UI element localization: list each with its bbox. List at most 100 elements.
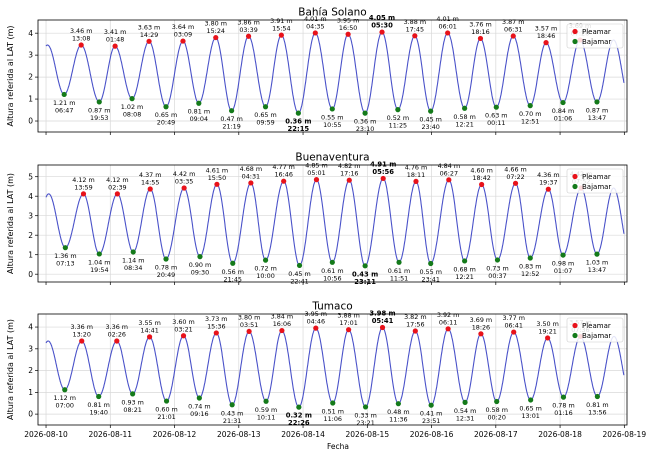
low-tide-point (96, 393, 102, 400)
low-tide-time-label: 21:45 (224, 275, 242, 283)
high-tide-point (80, 191, 87, 197)
y-tick-label: 1 (28, 388, 33, 397)
x-tick-label: 2026-08-18 (538, 430, 582, 439)
y-tick-label: 2 (28, 231, 33, 240)
y-tick-label: 3 (28, 51, 33, 60)
high-tide-height-label: 4.61 m (206, 166, 229, 174)
low-tide-point (296, 404, 302, 410)
low-tide-height-label: 0.65 m (155, 111, 178, 119)
high-tide-time-label: 19:21 (538, 327, 556, 335)
low-tide-time-label: 13:47 (588, 266, 606, 274)
high-tide-point (147, 186, 153, 192)
low-tide-point (527, 255, 533, 261)
high-tide-height-label: 3.46 m (70, 27, 93, 35)
high-tide-time-label: 04:46 (307, 318, 325, 326)
high-tide-height-label: 4.68 m (240, 165, 263, 173)
high-tide-height-label: 3.80 m (205, 20, 228, 28)
high-tide-height-label: 4.05 m (369, 14, 395, 22)
low-tide-height-label: 0.43 m (352, 270, 378, 278)
y-tick-label: 4 (28, 29, 33, 38)
high-tide-time-label: 03:39 (239, 26, 257, 34)
low-tide-time-label: 09:59 (256, 119, 274, 127)
high-tide-point (477, 35, 484, 42)
high-tide-time-label: 15:50 (208, 174, 226, 182)
low-tide-time-label: 23:41 (422, 275, 440, 283)
low-tide-point (229, 108, 235, 114)
high-tide-height-label: 3.91 m (270, 17, 293, 25)
panel-2: 1.12 m07:003.36 m13:200.81 m19:403.36 m0… (6, 301, 646, 440)
low-tide-point (163, 256, 169, 262)
high-tide-point (380, 175, 386, 182)
low-tide-height-label: 0.78 m (552, 402, 575, 410)
low-tide-height-label: 0.90 m (189, 261, 212, 269)
low-tide-point (329, 259, 335, 265)
low-tide-time-label: 19:54 (90, 266, 108, 274)
low-tide-point (296, 262, 303, 269)
high-tide-height-label: 3.80 m (238, 313, 261, 321)
high-tide-point (545, 335, 551, 341)
low-tide-time-label: 12:52 (521, 270, 539, 278)
low-tide-height-label: 0.70 m (519, 110, 542, 118)
high-tide-point (146, 334, 153, 340)
high-tide-time-label: 05:41 (372, 317, 394, 325)
x-tick-label: 2026-08-13 (217, 430, 261, 439)
low-tide-point (163, 104, 169, 110)
y-axis-label: Altura referida al LAT (m) (6, 25, 15, 126)
high-tide-time-label: 17:16 (340, 170, 358, 178)
low-tide-point (395, 401, 401, 407)
high-tide-height-label: 4.85 m (305, 162, 328, 170)
high-tide-height-label: 3.36 m (106, 323, 129, 331)
low-tide-point (130, 391, 136, 397)
low-tide-height-label: 0.51 m (322, 408, 345, 416)
legend-low-marker (572, 183, 578, 190)
high-tide-time-label: 15:36 (207, 322, 225, 330)
low-tide-point (462, 399, 468, 405)
low-tide-time-label: 00:37 (488, 272, 506, 280)
high-tide-point (79, 338, 85, 344)
low-tide-point (329, 106, 335, 112)
low-tide-point (560, 99, 566, 106)
low-tide-point (230, 260, 236, 266)
y-tick-label: 0 (28, 270, 33, 279)
low-tide-time-label: 01:16 (554, 409, 572, 417)
low-tide-height-label: 0.54 m (454, 407, 477, 415)
low-tide-height-label: 0.55 m (419, 268, 442, 276)
x-tick-label: 2026-08-11 (88, 430, 132, 439)
low-tide-height-label: 0.68 m (453, 265, 476, 273)
high-tide-height-label: 4.01 m (304, 15, 327, 23)
high-tide-height-label: 3.73 m (205, 315, 228, 323)
high-tide-point (214, 181, 220, 187)
legend-low-label: Bajamar (582, 332, 611, 340)
low-tide-height-label: 0.55 m (321, 113, 344, 121)
low-tide-time-label: 06:47 (55, 106, 73, 114)
high-tide-time-label: 06:01 (438, 22, 456, 30)
low-tide-height-label: 0.32 m (286, 412, 312, 420)
high-tide-point (379, 324, 386, 331)
low-tide-height-label: 0.63 m (485, 112, 508, 120)
high-tide-time-label: 14:29 (140, 31, 158, 39)
y-tick-label: 3 (28, 344, 33, 353)
high-tide-time-label: 15:24 (207, 27, 225, 35)
high-tide-point (146, 38, 152, 44)
legend-box (566, 317, 624, 343)
tide-curve (45, 326, 625, 408)
high-tide-height-label: 4.42 m (173, 170, 196, 178)
high-tide-time-label: 17:56 (406, 320, 424, 328)
low-tide-point (528, 397, 534, 403)
low-tide-point (262, 257, 269, 263)
high-tide-point (345, 31, 351, 37)
low-tide-time-label: 11:06 (324, 415, 342, 423)
high-tide-time-label: 13:08 (72, 35, 90, 43)
low-tide-time-label: 20:49 (157, 271, 175, 279)
legend-low-label: Bajamar (582, 183, 611, 191)
low-tide-time-label: 08:08 (123, 111, 141, 119)
high-tide-height-label: 3.88 m (404, 18, 427, 26)
legend-low-label: Bajamar (582, 38, 611, 46)
low-tide-point (61, 91, 67, 98)
high-tide-point (510, 33, 516, 39)
low-tide-point (395, 107, 401, 113)
high-tide-height-label: 4.01 m (436, 15, 459, 23)
legend-high-marker (572, 28, 578, 35)
low-tide-point (262, 104, 269, 110)
